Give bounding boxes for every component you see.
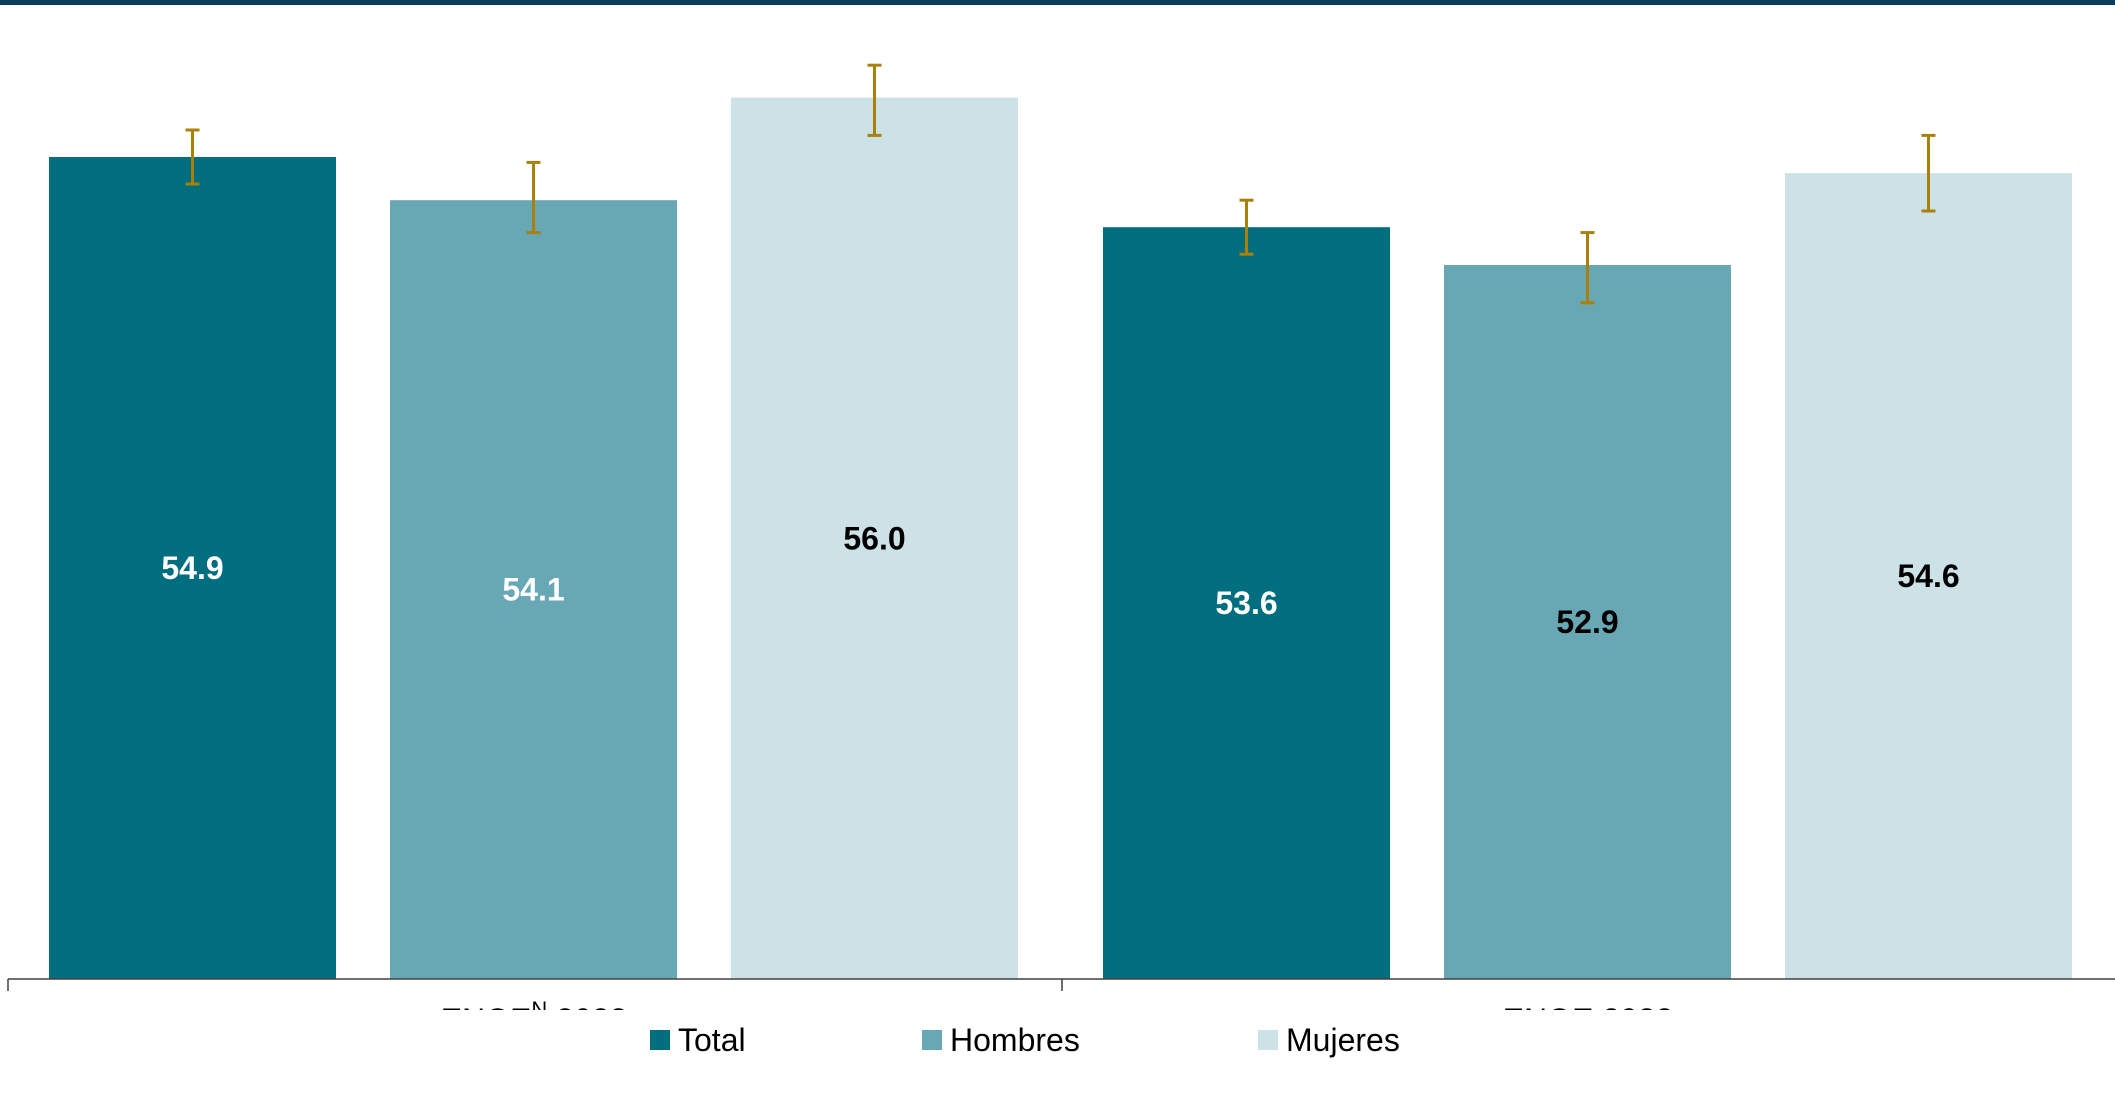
category-label-0: ENOEN 2022 — [441, 997, 628, 1010]
top-rule — [0, 0, 2115, 5]
legend-item-mujeres: Mujeres — [1258, 1018, 1400, 1062]
bar-total-0 — [49, 157, 336, 979]
bar-mujeres-0 — [731, 97, 1018, 980]
legend-label-total: Total — [678, 1021, 746, 1058]
value-label-mujeres-0: 56.0 — [843, 520, 905, 556]
value-label-total-0: 54.9 — [161, 550, 223, 586]
legend-label-hombres: Hombres — [950, 1021, 1080, 1058]
value-label-mujeres-1: 54.6 — [1897, 558, 1959, 594]
error-bar-total-1 — [1239, 198, 1254, 256]
bar-chart: 54.9 53.6 54.1 52.9 56.0 54.6 ENOEN 2022 ENOE 2… — [7, 63, 2115, 1010]
legend-item-total: Total — [650, 1018, 746, 1062]
error-bar-total-0 — [185, 128, 200, 186]
category-label-1: ENOE 2023 — [1503, 1002, 1674, 1010]
legend-swatch-hombres — [922, 1030, 942, 1050]
legend-swatch-mujeres — [1258, 1030, 1278, 1050]
error-bar-hombres-0 — [526, 160, 541, 235]
bar-total-1 — [1103, 227, 1390, 979]
legend: Total Hombres Mujeres — [0, 1018, 2115, 1062]
bar-hombres-0 — [390, 200, 677, 979]
bar-mujeres-1 — [1785, 173, 2072, 979]
error-bar-mujeres-1 — [1921, 133, 1936, 213]
value-label-hombres-0: 54.1 — [502, 572, 564, 608]
value-label-total-1: 53.6 — [1215, 585, 1277, 621]
legend-item-hombres: Hombres — [922, 1018, 1080, 1062]
value-label-hombres-1: 52.9 — [1556, 604, 1618, 640]
legend-label-mujeres: Mujeres — [1286, 1021, 1400, 1058]
legend-swatch-total — [650, 1030, 670, 1050]
error-bar-hombres-1 — [1580, 231, 1595, 305]
bar-hombres-1 — [1444, 265, 1731, 979]
error-bar-mujeres-0 — [867, 63, 882, 137]
